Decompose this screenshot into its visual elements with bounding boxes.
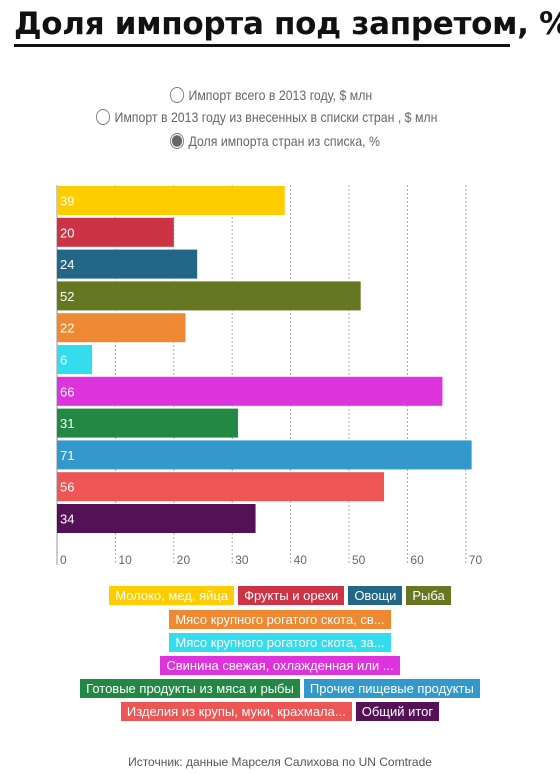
- legend-item[interactable]: Рыба: [406, 586, 451, 605]
- bar-value-label: 56: [60, 480, 74, 495]
- bar-value-label: 34: [60, 512, 74, 527]
- radio-label: Импорт в 2013 году из внесенных в списки…: [114, 109, 438, 125]
- bar: [57, 345, 93, 374]
- legend-item[interactable]: Свинина свежая, охлажденная или ...: [160, 656, 400, 675]
- bar-value-label: 31: [60, 416, 74, 431]
- legend-row: Готовые продукты из мяса и рыбы Прочие п…: [0, 679, 560, 698]
- bar-value-label: 52: [60, 289, 74, 304]
- x-tick-label: 20: [177, 553, 191, 567]
- bar-value-label: 6: [60, 353, 67, 368]
- bar: [57, 186, 285, 215]
- legend-item[interactable]: Мясо крупного рогатого скота, за...: [169, 633, 391, 652]
- radio-label: Доля импорта стран из списка, %: [188, 133, 380, 149]
- bar: [57, 281, 361, 311]
- x-tick-label: 30: [235, 553, 249, 567]
- source-note: Источник: данные Марселя Салихова по UN …: [128, 755, 432, 769]
- radio-circle-selected[interactable]: [170, 133, 185, 149]
- legend-row: Свинина свежая, охлажденная или ...: [0, 656, 560, 675]
- radio-import-share[interactable]: Доля импорта стран из списка, %: [170, 130, 380, 152]
- bar-value-label: 39: [60, 194, 74, 209]
- x-tick-label: 0: [60, 553, 67, 567]
- legend-item[interactable]: Молоко, мед, яйца: [109, 586, 235, 605]
- legend-row: Мясо крупного рогатого скота, св...: [0, 610, 560, 629]
- bar-value-label: 71: [60, 448, 74, 463]
- legend-row: Молоко, мед, яйца Фрукты и орехи Овощи Р…: [0, 586, 560, 605]
- bar: [57, 472, 385, 502]
- bar: [57, 313, 186, 343]
- bar-value-label: 24: [60, 257, 74, 272]
- page-title: Доля импорта под запретом, %: [14, 6, 560, 42]
- x-tick-label: 10: [118, 553, 132, 567]
- bar-value-label: 22: [60, 321, 74, 336]
- bar-value-label: 20: [60, 225, 74, 240]
- bar-value-label: 66: [60, 384, 74, 399]
- legend-item[interactable]: Прочие пищевые продукты: [303, 679, 480, 698]
- bar: [57, 376, 443, 406]
- bar: [57, 440, 472, 470]
- x-tick-label: 60: [410, 553, 424, 567]
- bar: [57, 408, 239, 438]
- title-underline: [14, 44, 510, 47]
- radio-import-total[interactable]: Импорт всего в 2013 году, $ млн: [170, 84, 372, 106]
- legend-row: Изделия из крупы, муки, крахмала... Общи…: [0, 702, 560, 721]
- legend-item[interactable]: Готовые продукты из мяса и рыбы: [80, 679, 300, 698]
- bar: [57, 217, 174, 247]
- radio-label: Импорт всего в 2013 году, $ млн: [188, 87, 373, 103]
- x-tick-label: 50: [352, 553, 366, 567]
- legend-item[interactable]: Овощи: [348, 586, 403, 605]
- bar: [57, 504, 256, 533]
- legend-item[interactable]: Фрукты и орехи: [238, 586, 345, 605]
- radio-circle[interactable]: [96, 109, 111, 125]
- bar: [57, 249, 198, 279]
- legend-item[interactable]: Общий итог: [355, 702, 440, 721]
- radio-circle[interactable]: [170, 87, 185, 103]
- legend-row: Мясо крупного рогатого скота, за...: [0, 633, 560, 652]
- x-tick-label: 40: [294, 553, 308, 567]
- legend-item[interactable]: Мясо крупного рогатого скота, св...: [169, 610, 391, 629]
- legend-item[interactable]: Изделия из крупы, муки, крахмала...: [120, 702, 352, 721]
- radio-import-listed[interactable]: Импорт в 2013 году из внесенных в списки…: [96, 106, 437, 128]
- x-tick-label: 70: [469, 553, 483, 567]
